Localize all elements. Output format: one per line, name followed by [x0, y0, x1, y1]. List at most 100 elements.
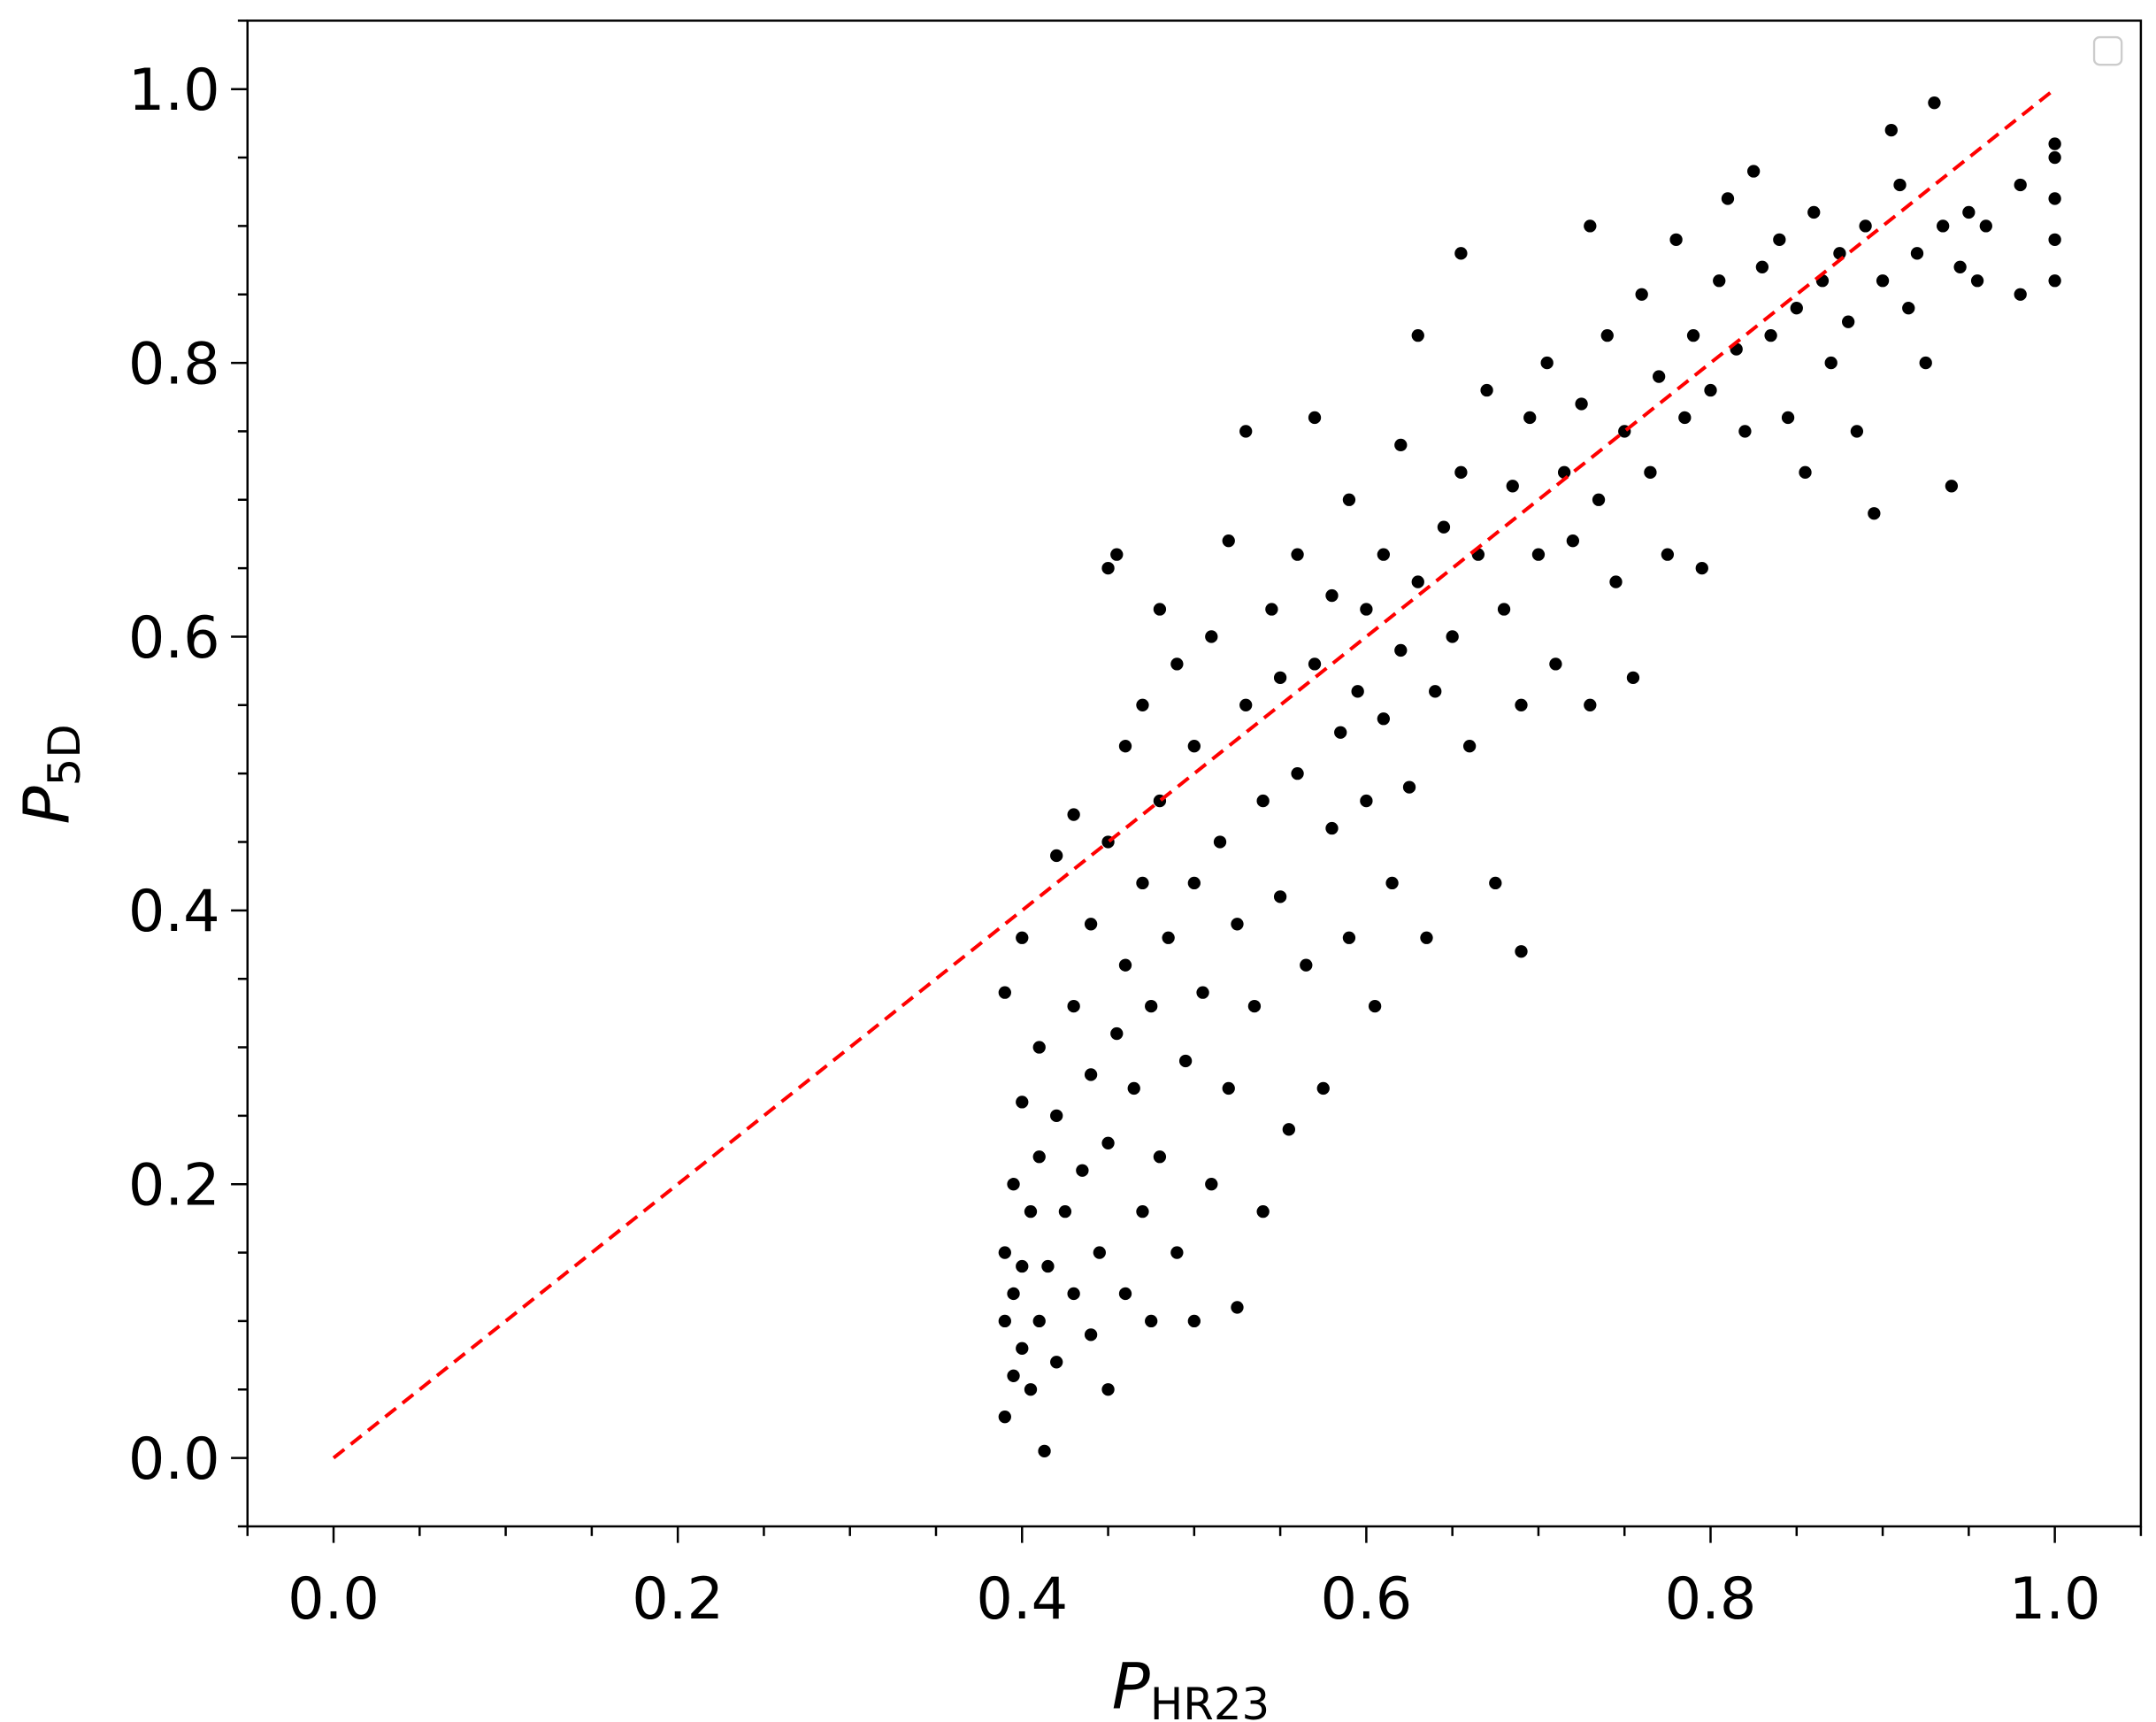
reference-line [332, 88, 2056, 1460]
scatter-point [1919, 356, 1932, 370]
scatter-point [1842, 315, 1855, 328]
scatter-point [1635, 288, 1648, 301]
scatter-point [1127, 1081, 1140, 1095]
scatter-point [1799, 465, 1812, 479]
scatter-point [1773, 233, 1786, 247]
scatter-point [1592, 493, 1606, 506]
scatter-point [1265, 603, 1278, 616]
scatter-point [1360, 603, 1373, 616]
scatter-point [1893, 178, 1907, 192]
scatter-point [1136, 1204, 1149, 1218]
y-axis-label: P5D [11, 724, 90, 824]
scatter-point [1937, 219, 1950, 233]
scatter-point [1084, 1068, 1098, 1081]
scatter-point [1101, 1136, 1115, 1149]
scatter-point [1506, 480, 1519, 493]
scatter-point [1902, 302, 1915, 315]
y-tick-label: 0.6 [128, 604, 220, 672]
scatter-point [1566, 534, 1580, 548]
scatter-point [1746, 165, 1761, 178]
scatter-point [1308, 657, 1322, 671]
scatter-point [1953, 260, 1967, 273]
scatter-point [1282, 1123, 1295, 1136]
scatter-point [1446, 630, 1459, 643]
scatter-point [1187, 1314, 1201, 1328]
scatter-point [1291, 548, 1304, 561]
scatter-point [1368, 999, 1382, 1013]
scatter-point [1170, 1246, 1184, 1259]
scatter-point [1489, 876, 1502, 890]
scatter-point [1781, 411, 1795, 425]
scatter-point [998, 986, 1011, 999]
scatter-point [1833, 247, 1846, 260]
scatter-point [1859, 219, 1872, 233]
scatter-point [2048, 137, 2061, 150]
scatter-point [1790, 302, 1803, 315]
scatter-point [1110, 1026, 1124, 1041]
scatter-point [2048, 192, 2061, 205]
scatter-point [1420, 931, 1433, 944]
scatter-point [1084, 1328, 1098, 1341]
scatter-point [1342, 493, 1356, 506]
scatter-point [1205, 1178, 1218, 1191]
scatter-point [1523, 411, 1537, 425]
scatter-point [1067, 999, 1080, 1013]
scatter-point [1497, 603, 1511, 616]
scatter-point [1118, 1287, 1132, 1301]
scatter-point [1256, 1204, 1270, 1218]
scatter-point [1222, 1081, 1235, 1095]
scatter-point [1402, 780, 1416, 794]
legend-box [2092, 35, 2123, 66]
y-tick-label: 0.2 [128, 1152, 220, 1219]
scatter-point [1136, 876, 1149, 890]
scatter-point [1704, 383, 1717, 397]
scatter-point [1678, 411, 1692, 425]
scatter-point [1429, 685, 1442, 698]
scatter-point [1145, 1314, 1158, 1328]
scatter-point [1032, 1150, 1046, 1164]
scatter-point [1979, 219, 1992, 233]
scatter-point [1136, 698, 1149, 711]
scatter-point [1058, 1204, 1072, 1218]
x-label-sub: HR23 [1150, 1679, 1270, 1722]
scatter-point [1291, 766, 1304, 780]
scatter-point [1239, 698, 1253, 711]
scatter-point [1308, 411, 1322, 425]
scatter-point [1016, 1341, 1029, 1355]
scatter-point [1351, 685, 1364, 698]
scatter-point [1300, 958, 1313, 972]
scatter-point [1038, 1444, 1051, 1458]
x-tick-label: 0.4 [976, 1565, 1068, 1633]
x-axis-label: PHR23 [1112, 1649, 1270, 1722]
scatter-point [1101, 1383, 1115, 1396]
scatter-point [1411, 575, 1424, 588]
scatter-point [1876, 274, 1890, 288]
scatter-point [1824, 356, 1838, 370]
scatter-point [1110, 548, 1124, 561]
scatter-point [1170, 657, 1184, 671]
scatter-point [1540, 356, 1554, 370]
scatter-point [1669, 233, 1683, 247]
scatter-point [1016, 931, 1029, 944]
scatter-point [2014, 288, 2027, 301]
scatter-point [1557, 465, 1571, 479]
scatter-point [1213, 835, 1227, 849]
scatter-point [1764, 328, 1777, 342]
scatter-point [1101, 561, 1115, 575]
scatter-point [1884, 123, 1898, 137]
y-tick-label: 0.4 [128, 878, 220, 945]
scatter-point [1411, 328, 1424, 342]
scatter-point [1454, 247, 1468, 260]
x-tick-label: 0.2 [632, 1565, 724, 1633]
scatter-point [1273, 890, 1287, 903]
scatter-point [2048, 233, 2061, 247]
scatter-point [1807, 205, 1821, 219]
scatter-point [1462, 740, 1477, 753]
scatter-point [1222, 534, 1235, 548]
scatter-point [1970, 274, 1984, 288]
scatter-point [1067, 1287, 1080, 1301]
scatter-point [1549, 657, 1562, 671]
scatter-point [1024, 1383, 1038, 1396]
